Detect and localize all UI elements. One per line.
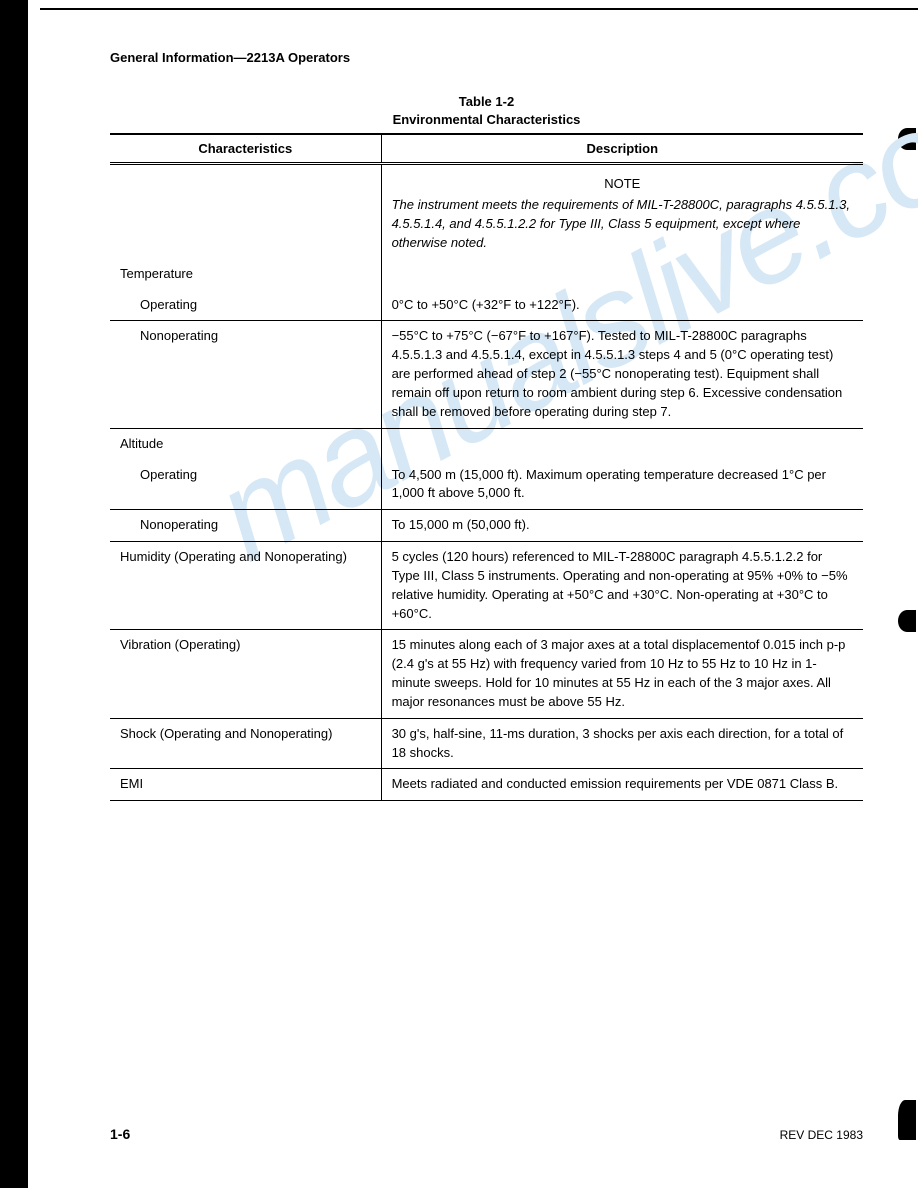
table-cell-empty	[110, 164, 381, 259]
note-label: NOTE	[392, 171, 853, 196]
table-caption-number: Table 1-2	[110, 93, 863, 111]
table-row-char: Vibration (Operating)	[110, 630, 381, 718]
table-row-desc: 0°C to +50°C (+32°F to +122°F).	[381, 290, 863, 321]
table-header-characteristics: Characteristics	[110, 134, 381, 164]
table-row-desc: To 4,500 m (15,000 ft). Maximum operatin…	[381, 460, 863, 510]
table-row-char: Operating	[110, 290, 381, 321]
table-note-cell: NOTE The instrument meets the requiremen…	[381, 164, 863, 259]
table-caption-title: Environmental Characteristics	[110, 111, 863, 129]
page-header: General Information—2213A Operators	[110, 50, 863, 65]
table-header-description: Description	[381, 134, 863, 164]
table-row-desc: 15 minutes along each of 3 major axes at…	[381, 630, 863, 718]
table-row-desc: 30 g's, half-sine, 11-ms duration, 3 sho…	[381, 718, 863, 769]
environmental-characteristics-table: Characteristics Description NOTE The ins…	[110, 133, 863, 801]
page-number: 1-6	[110, 1126, 130, 1142]
table-row-char: Altitude	[110, 428, 381, 459]
table-row-char: Shock (Operating and Nonoperating)	[110, 718, 381, 769]
table-row-desc: 5 cycles (120 hours) referenced to MIL-T…	[381, 542, 863, 630]
table-row-desc	[381, 428, 863, 459]
table-row-desc: To 15,000 m (50,000 ft).	[381, 510, 863, 542]
table-row-desc	[381, 259, 863, 290]
table-row-char: Operating	[110, 460, 381, 510]
table-row-char: Temperature	[110, 259, 381, 290]
table-row-char: Humidity (Operating and Nonoperating)	[110, 542, 381, 630]
revision-text: REV DEC 1983	[780, 1128, 863, 1142]
note-text: The instrument meets the requirements of…	[392, 196, 853, 253]
table-row-desc: Meets radiated and conducted emission re…	[381, 769, 863, 801]
table-row-desc: −55°C to +75°C (−67°F to +167°F). Tested…	[381, 321, 863, 428]
table-row-char: EMI	[110, 769, 381, 801]
table-row-char: Nonoperating	[110, 510, 381, 542]
table-row-char: Nonoperating	[110, 321, 381, 428]
